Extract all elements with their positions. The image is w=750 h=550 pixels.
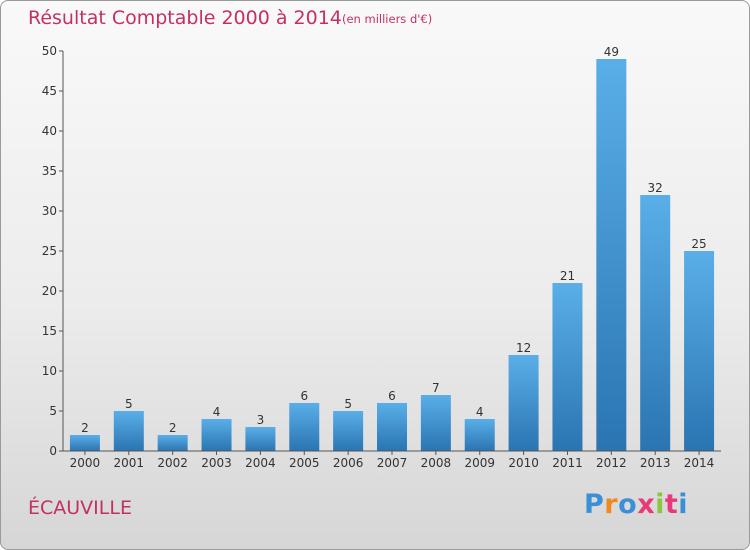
x-tick-label-2003: 2003 <box>201 456 232 470</box>
bar-2001 <box>113 411 144 451</box>
data-label-2007: 6 <box>388 389 396 403</box>
y-tick-label: 40 <box>42 124 57 138</box>
bar-2013 <box>640 195 671 451</box>
x-tick-label-2000: 2000 <box>70 456 101 470</box>
x-tick-label-2004: 2004 <box>245 456 276 470</box>
data-label-2008: 7 <box>432 381 440 395</box>
data-label-2005: 6 <box>300 389 308 403</box>
y-tick-label: 0 <box>49 444 57 458</box>
x-tick-label-2009: 2009 <box>464 456 495 470</box>
y-tick-label: 25 <box>42 244 57 258</box>
x-tick-label-2008: 2008 <box>421 456 452 470</box>
bar-2011 <box>552 283 583 451</box>
data-label-2009: 4 <box>476 405 484 419</box>
y-tick-label: 5 <box>49 404 57 418</box>
y-tick-label: 45 <box>42 84 57 98</box>
data-label-2002: 2 <box>169 421 177 435</box>
y-tick-label: 30 <box>42 204 57 218</box>
commune-name: ÉCAUVILLE <box>28 497 132 519</box>
bar-2003 <box>201 419 232 451</box>
x-tick-label-2012: 2012 <box>596 456 627 470</box>
data-label-2012: 49 <box>604 45 619 59</box>
data-label-2014: 25 <box>691 237 706 251</box>
bar-2014 <box>684 251 715 451</box>
data-label-2011: 21 <box>560 269 575 283</box>
data-label-2000: 2 <box>81 421 89 435</box>
y-tick-label: 15 <box>42 324 57 338</box>
x-tick-label-2010: 2010 <box>508 456 539 470</box>
bar-2008 <box>420 395 451 451</box>
y-tick-label: 50 <box>42 44 57 58</box>
data-label-2010: 12 <box>516 341 531 355</box>
x-tick-label-2014: 2014 <box>684 456 715 470</box>
x-tick-label-2011: 2011 <box>552 456 583 470</box>
bar-2007 <box>377 403 407 451</box>
x-tick-label-2007: 2007 <box>377 456 408 470</box>
x-tick-label-2002: 2002 <box>157 456 188 470</box>
data-label-2003: 4 <box>213 405 221 419</box>
data-label-2004: 3 <box>257 413 265 427</box>
data-label-2013: 32 <box>648 181 663 195</box>
bar-2000 <box>69 435 100 451</box>
bar-2002 <box>157 435 188 451</box>
bar-2006 <box>333 411 364 451</box>
x-axis: 2000 2001 2002 2003 2004 2005 2006 2007 2008 2009… <box>63 450 721 470</box>
bar-2009 <box>464 419 495 451</box>
chart-title: Résultat Comptable 2000 à 2014 <box>28 7 342 29</box>
bar-2005 <box>289 403 320 451</box>
chart-subtitle: (en milliers d'€) <box>342 12 433 26</box>
x-tick-label-2001: 2001 <box>114 456 145 470</box>
y-tick-label: 35 <box>42 164 57 178</box>
bar-2012 <box>596 59 627 451</box>
bar-2010 <box>508 355 539 451</box>
x-tick-label-2005: 2005 <box>289 456 320 470</box>
proxiti-logo: Proxiti <box>584 489 689 520</box>
bar-2004 <box>245 427 276 451</box>
data-label-2001: 5 <box>125 397 133 411</box>
x-tick-label-2013: 2013 <box>640 456 671 470</box>
data-label-2006: 5 <box>344 397 352 411</box>
y-tick-label: 10 <box>42 364 57 378</box>
y-axis: 0 5 10 15 20 25 30 35 40 45 50 <box>42 44 64 458</box>
x-tick-label-2006: 2006 <box>333 456 364 470</box>
y-tick-label: 20 <box>42 284 57 298</box>
